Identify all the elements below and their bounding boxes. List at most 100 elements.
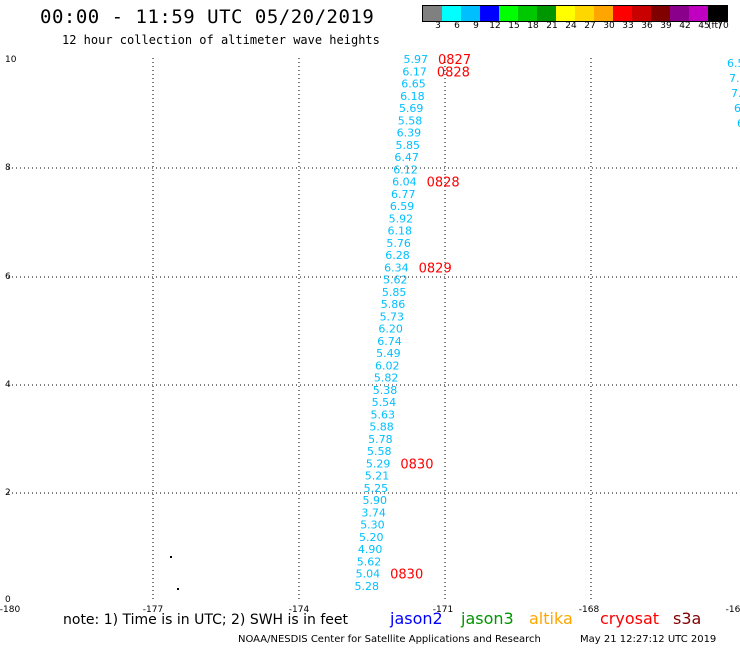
legend-swatch — [651, 6, 670, 21]
wave-height-value: 6.12 — [393, 163, 418, 176]
edge-wave-value: 6.5 — [727, 57, 740, 70]
wave-height-value: 6.02 — [375, 359, 400, 372]
wave-height-value: 5.38 — [373, 384, 398, 397]
legend-swatch — [689, 6, 708, 21]
wave-height-value: 5.04 — [356, 568, 381, 581]
satellite-legend-item: jason2 — [390, 609, 443, 628]
satellite-legend-item: jason3 — [461, 609, 514, 628]
wave-height-value: 5.97 — [404, 53, 429, 66]
wave-height-value: 5.49 — [376, 347, 401, 360]
satellite-legend-item: cryosat — [600, 609, 660, 628]
wave-height-value: 5.20 — [359, 531, 384, 544]
legend-swatch — [461, 6, 480, 21]
pass-time-label: 0830 — [390, 568, 423, 583]
legend-swatch — [499, 6, 518, 21]
wave-height-value: 5.86 — [381, 298, 406, 311]
legend-label: 36 — [641, 21, 653, 31]
edge-wave-value: 7. — [729, 72, 740, 85]
y-axis-tick-label: 2 — [5, 488, 11, 498]
wave-height-value: 6.18 — [400, 90, 425, 103]
wave-height-value: 6.04 — [392, 176, 417, 189]
legend-label: 21 — [546, 21, 558, 31]
legend-label: 18 — [527, 21, 539, 31]
page-title: 00:00 - 11:59 UTC 05/20/2019 — [40, 6, 375, 28]
legend-swatch — [575, 6, 594, 21]
x-axis-tick-label: -168 — [579, 605, 600, 615]
legend-swatch — [537, 6, 556, 21]
wave-height-value: 5.62 — [383, 274, 408, 287]
wave-height-value: 6.28 — [385, 249, 410, 262]
wave-height-value: 5.78 — [368, 433, 393, 446]
legend-unit: (ft) — [708, 21, 722, 31]
wave-height-value: 4.90 — [358, 543, 383, 556]
wave-height-value: 5.76 — [386, 237, 411, 250]
legend-label: 70 — [717, 21, 729, 31]
x-axis-tick-label: -180 — [0, 605, 20, 615]
legend-label: 12 — [489, 21, 501, 31]
wave-height-value: 5.58 — [367, 445, 392, 458]
legend-swatch — [480, 6, 499, 21]
legend-label: 6 — [454, 21, 460, 31]
wave-height-value: 6.18 — [388, 225, 413, 238]
edge-wave-value: 7. — [731, 87, 740, 100]
generated-timestamp: May 21 12:27:12 UTC 2019 — [580, 634, 717, 645]
satellite-legend-item: s3a — [673, 609, 702, 628]
legend-label: 27 — [584, 21, 596, 31]
pass-time-label: 0830 — [400, 457, 433, 472]
wave-height-value: 6.74 — [377, 335, 402, 348]
wave-height-value: 5.21 — [365, 470, 390, 483]
wave-height-value: 6.65 — [401, 78, 426, 91]
wave-height-value: 5.69 — [399, 102, 424, 115]
pass-time-label: 0829 — [419, 261, 452, 276]
wave-height-value: 5.28 — [355, 580, 380, 593]
wave-height-value: 5.82 — [374, 372, 399, 385]
wave-height-value: 5.62 — [357, 555, 382, 568]
legend-swatch — [613, 6, 632, 21]
y-axis-tick-label: 4 — [5, 380, 11, 390]
wave-height-value: 5.63 — [370, 408, 395, 421]
wave-height-value: 3.74 — [361, 506, 386, 519]
credit-text: NOAA/NESDIS Center for Satellite Applica… — [238, 634, 541, 645]
wave-height-value: 6.47 — [394, 151, 419, 164]
wave-height-value: 5.88 — [369, 421, 394, 434]
wave-height-value: 5.25 — [364, 482, 389, 495]
legend-swatch — [518, 6, 537, 21]
wave-height-value: 6.59 — [390, 200, 415, 213]
wave-height-value: 5.92 — [389, 212, 414, 225]
wave-height-value: 5.73 — [380, 310, 405, 323]
pass-time-label: 0828 — [437, 65, 470, 80]
wave-height-value: 5.54 — [372, 396, 397, 409]
x-axis-tick-label: -177 — [143, 605, 163, 615]
wave-height-value: 5.58 — [398, 114, 423, 127]
legend-label: 15 — [508, 21, 520, 31]
pass-time-label: 0828 — [427, 176, 460, 191]
legend-swatch — [442, 6, 461, 21]
legend-label: 33 — [622, 21, 634, 31]
y-axis-tick-label: 0 — [5, 595, 11, 605]
wave-height-value: 6.77 — [391, 188, 416, 201]
legend-label: 42 — [679, 21, 691, 31]
page-subtitle: 12 hour collection of altimeter wave hei… — [62, 33, 380, 47]
legend-swatch — [708, 6, 727, 21]
satellite-legend-item: altika — [529, 609, 573, 628]
wave-height-value: 5.85 — [382, 286, 407, 299]
wave-height-value: 6.20 — [378, 323, 403, 336]
legend-label: 3 — [435, 21, 441, 31]
x-axis-tick-label: -174 — [289, 605, 310, 615]
y-axis-tick-label: 8 — [5, 163, 11, 173]
legend-swatch — [594, 6, 613, 21]
edge-wave-value: 6 — [734, 102, 740, 115]
x-axis-tick-label: -16 — [726, 605, 740, 615]
legend-label: 9 — [473, 21, 479, 31]
wave-height-value: 5.29 — [366, 457, 391, 470]
legend-label: 24 — [565, 21, 577, 31]
map-dot — [170, 556, 172, 558]
y-axis-tick-label: 6 — [5, 272, 11, 282]
wave-height-value: 5.85 — [396, 139, 421, 152]
pass-time-label: 0827 — [438, 53, 471, 68]
wave-height-value: 5.30 — [360, 519, 385, 532]
y-axis-tick-label: 10 — [5, 55, 17, 65]
wave-height-value: 6.39 — [397, 127, 422, 140]
legend-swatch — [423, 6, 442, 21]
